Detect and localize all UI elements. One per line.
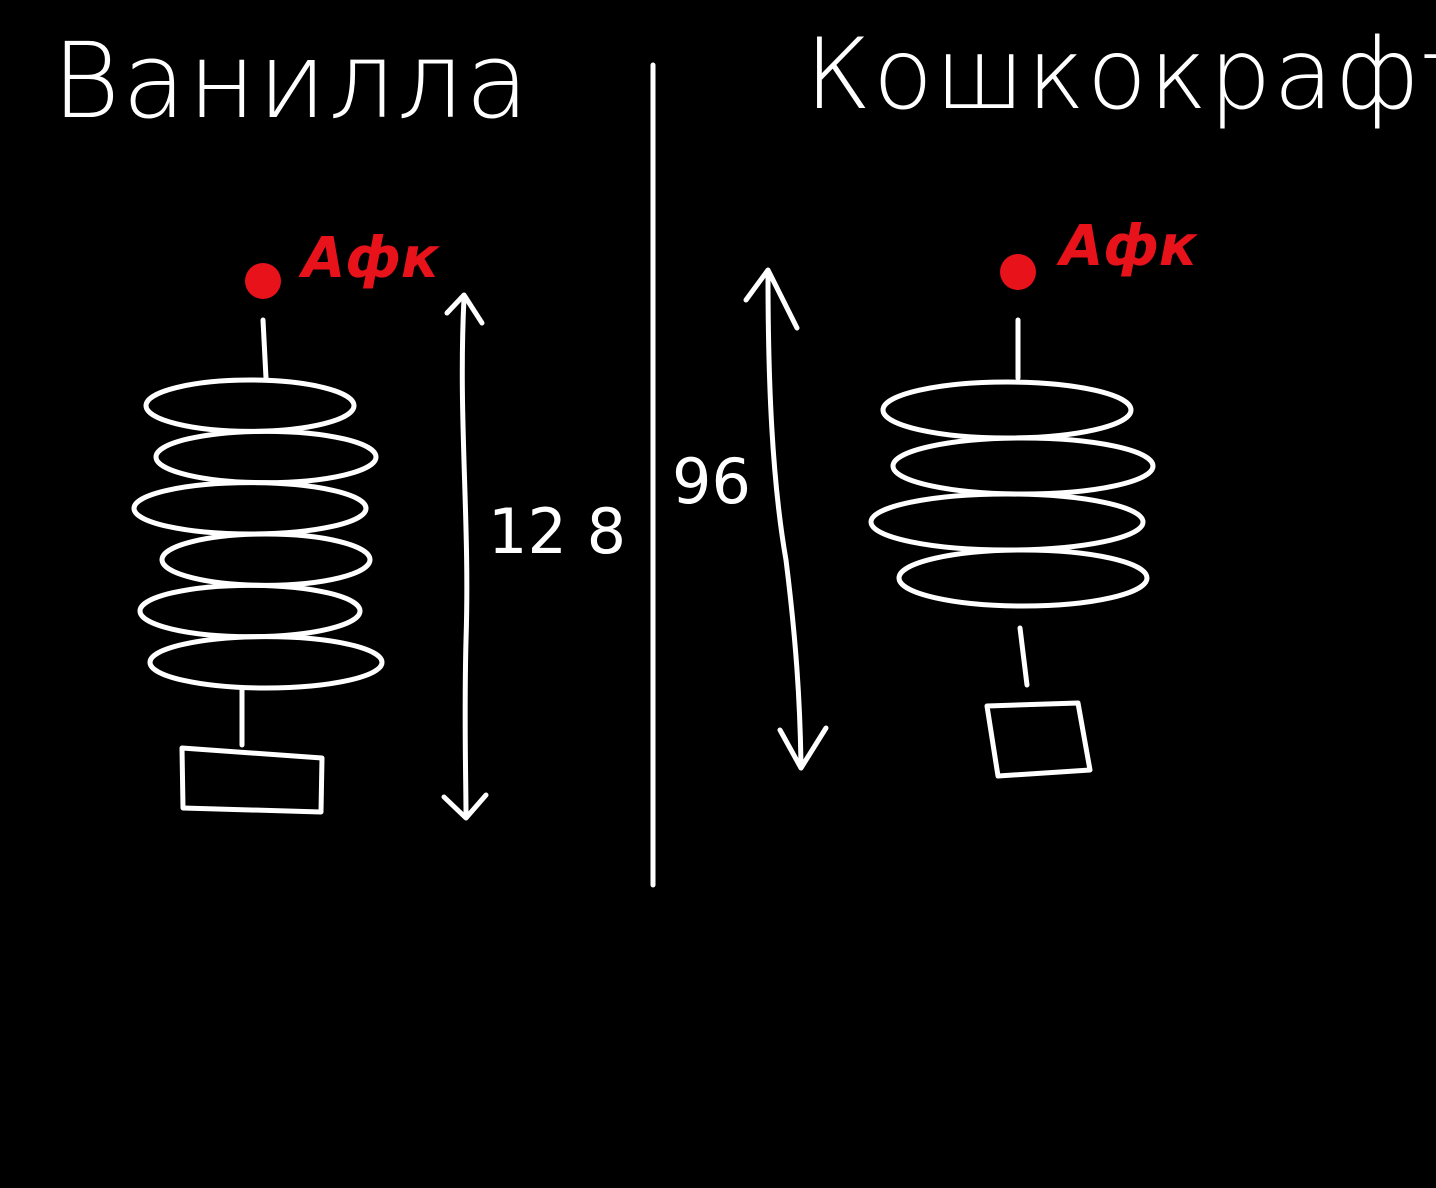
right-arrow-head-top (743, 267, 800, 331)
left-spring-coil (143, 377, 357, 434)
left-height-label: 12 8 (488, 495, 627, 568)
left-arrow-head-bottom (441, 792, 489, 821)
right-afk-dot (1000, 254, 1036, 290)
left-spring (131, 377, 385, 691)
left-title: Ванилла (52, 20, 532, 142)
right-spring-coil (868, 491, 1146, 553)
left-top-wire (260, 317, 269, 381)
right-spring-coil (890, 435, 1156, 497)
left-spring-coil (153, 428, 379, 486)
right-height-label: 96 (672, 445, 751, 518)
left-afk-dot (245, 263, 281, 299)
right-bottom-wire (1017, 625, 1030, 688)
left-block (179, 745, 325, 815)
right-spring-coil (896, 547, 1150, 609)
left-diagram (131, 263, 489, 821)
right-block (984, 700, 1093, 779)
right-spring (868, 379, 1156, 609)
right-spring-coil (880, 379, 1134, 441)
left-spring-coil (137, 582, 363, 640)
right-arrow-head-bottom (777, 725, 829, 771)
right-afk-label: Афк (1060, 214, 1197, 279)
right-height-arrow (765, 272, 804, 768)
left-spring-coil (131, 480, 369, 537)
left-afk-label: Афк (302, 226, 439, 291)
left-spring-coil (147, 634, 385, 691)
right-title: Кошкокрафт (805, 18, 1436, 132)
right-diagram (743, 254, 1156, 779)
left-arrow-head-top (444, 292, 485, 326)
left-spring-coil (159, 531, 373, 588)
left-height-arrow (459, 295, 470, 818)
